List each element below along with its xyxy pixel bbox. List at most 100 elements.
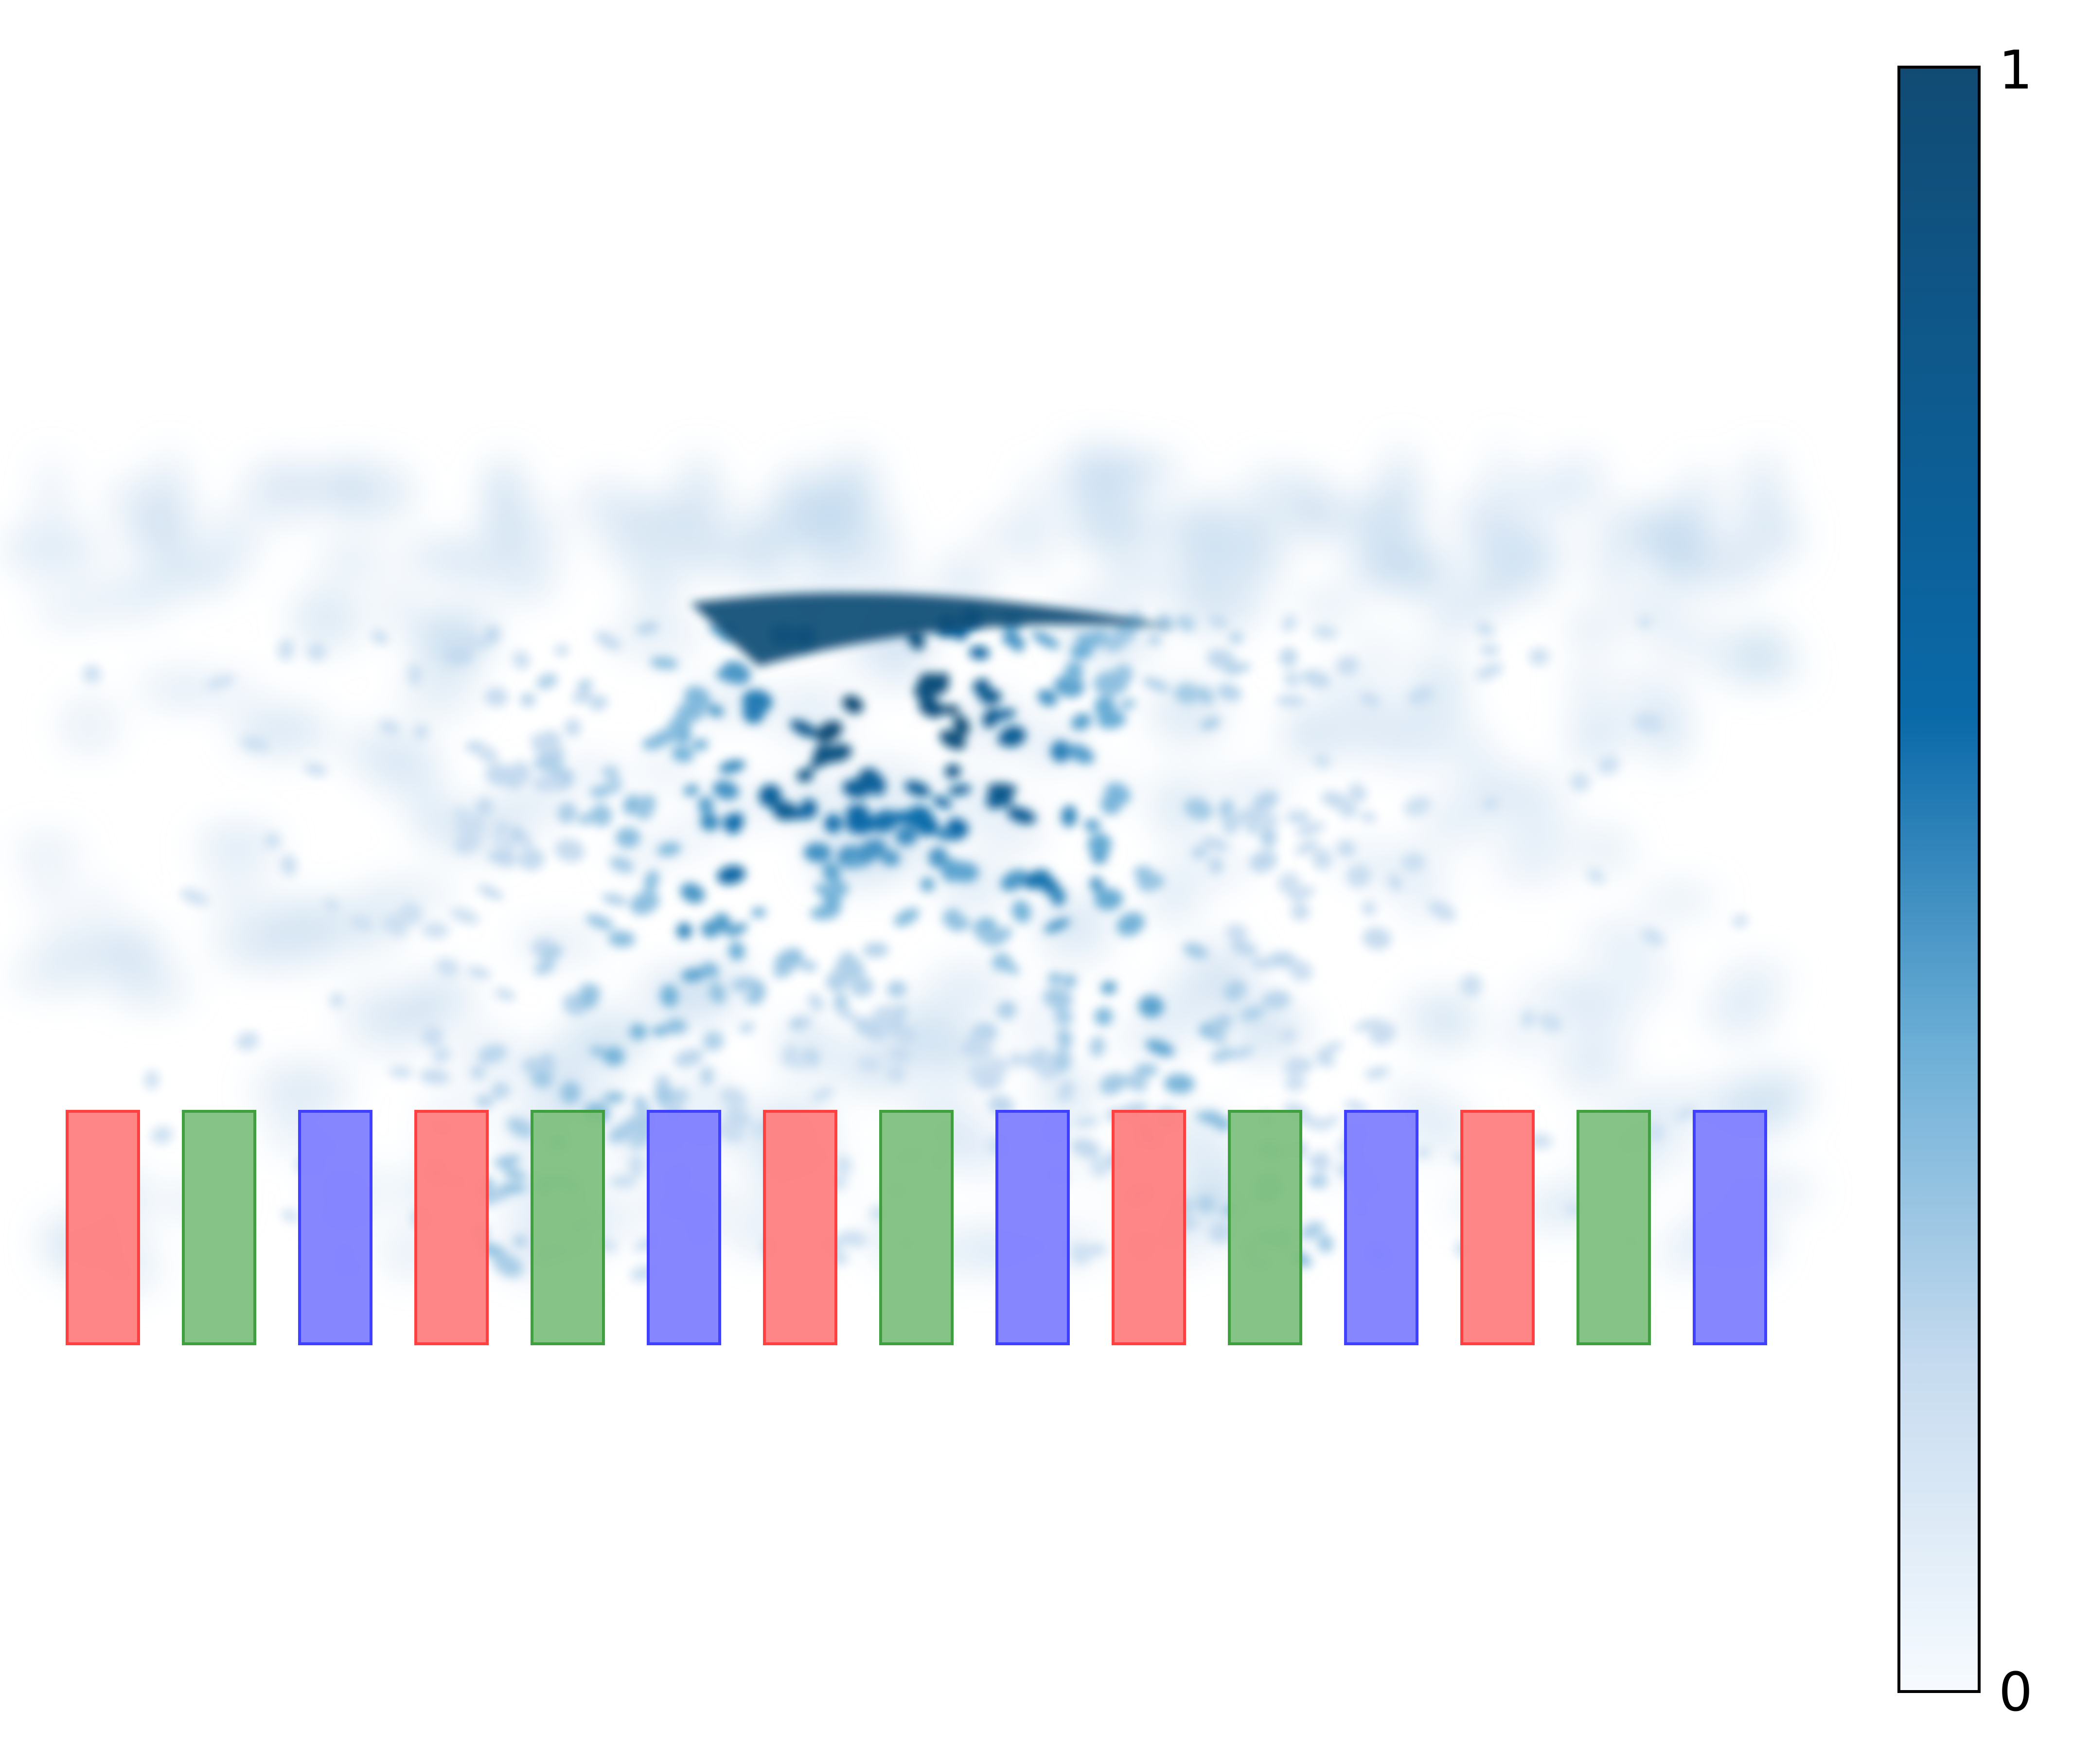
- field-speckle-spot: [629, 1154, 644, 1177]
- field-speckle-spot: [1119, 698, 1136, 710]
- field-speckle-spot: [1360, 811, 1377, 822]
- field-haze-blob: [243, 918, 338, 971]
- field-speckle-spot: [941, 858, 962, 882]
- field-haze-blob: [1427, 603, 1471, 636]
- field-haze-blob: [205, 875, 267, 907]
- field-speckle-spot: [872, 1006, 901, 1024]
- field-haze-blob: [638, 752, 691, 790]
- field-speckle-spot: [323, 899, 340, 912]
- field-speckle-spot: [628, 1133, 653, 1148]
- field-speckle-spot: [421, 1025, 444, 1047]
- field-speckle-spot: [461, 634, 487, 650]
- field-speckle-spot: [539, 945, 564, 961]
- field-speckle-spot: [1023, 869, 1051, 890]
- field-speckle-spot: [530, 735, 558, 752]
- field-speckle-spot: [657, 842, 682, 856]
- field-speckle-spot: [1174, 683, 1200, 704]
- field-speckle-spot: [495, 821, 510, 835]
- field-speckle-spot: [1286, 1056, 1312, 1073]
- field-haze-blob: [1556, 1038, 1628, 1093]
- field-haze-blob: [1021, 996, 1065, 1057]
- field-speckle-spot: [1025, 1048, 1051, 1069]
- field-speckle-spot: [700, 1066, 714, 1086]
- field-speckle-spot: [1200, 717, 1221, 730]
- field-speckle-spot: [493, 835, 516, 851]
- field-streak: [162, 503, 194, 577]
- field-streak: [1453, 489, 1499, 552]
- field-speckle-spot: [180, 889, 210, 906]
- field-speckle-spot: [650, 657, 679, 669]
- field-speckle-spot: [1638, 616, 1652, 628]
- field-speckle-spot: [759, 784, 782, 808]
- field-speckle-spot: [719, 1087, 747, 1109]
- field-haze-blob: [1580, 921, 1661, 962]
- field-speckle-spot: [602, 765, 619, 778]
- block-blue: [1344, 1110, 1418, 1345]
- field-speckle-spot: [1198, 686, 1214, 705]
- field-speckle-spot: [1732, 914, 1748, 928]
- field-speckle-spot: [1056, 1028, 1073, 1050]
- field-speckle-spot: [739, 1022, 755, 1033]
- field-speckle-spot: [1252, 791, 1279, 811]
- field-speckle-spot: [836, 1007, 857, 1021]
- field-speckle-spot: [1232, 1046, 1255, 1059]
- field-speckle-spot: [824, 814, 843, 834]
- field-haze-blob: [291, 588, 363, 649]
- field-speckle-spot: [914, 683, 936, 702]
- field-speckle-spot: [532, 775, 564, 792]
- field-speckle-spot: [1011, 900, 1031, 923]
- field-speckle-spot: [522, 1057, 545, 1074]
- field-speckle-spot: [869, 810, 900, 833]
- field-speckle: [82, 608, 1748, 1282]
- field-streak: [602, 505, 635, 570]
- field-speckle-spot: [491, 1086, 509, 1100]
- field-speckle-spot: [571, 690, 594, 704]
- field-haze-blob: [364, 881, 457, 909]
- field-speckle-spot: [531, 1070, 553, 1088]
- field-speckle-spot: [507, 1117, 534, 1138]
- field-haze-blob: [254, 1062, 350, 1120]
- field-speckle-spot: [1279, 647, 1298, 667]
- field-speckle-spot: [1123, 1073, 1148, 1092]
- field-haze-blob: [908, 1014, 965, 1068]
- field-speckle-spot: [590, 695, 608, 711]
- field-speckle-spot: [1528, 647, 1550, 666]
- field-speckle-spot: [744, 994, 761, 1005]
- field-speckle-spot: [941, 704, 960, 715]
- field-speckle-spot: [728, 942, 745, 961]
- field-streak: [852, 454, 883, 567]
- field-speckle-spot: [944, 764, 961, 779]
- field-speckle-spot: [655, 1086, 674, 1106]
- field-speckle-spot: [838, 1230, 868, 1247]
- field-speckle-spot: [82, 664, 102, 684]
- field-speckle-spot: [1208, 857, 1223, 874]
- field-speckle-spot: [577, 679, 593, 691]
- field-speckle-spot: [509, 762, 531, 784]
- field-speckle-spot: [1336, 656, 1359, 676]
- field-speckle-spot: [822, 744, 852, 763]
- field-speckle-spot: [236, 1032, 259, 1051]
- field-speckle-spot: [887, 1065, 904, 1083]
- field-speckle-spot: [1308, 1173, 1329, 1189]
- field-speckle-spot: [1479, 643, 1500, 657]
- field-speckle-spot: [880, 850, 900, 866]
- field-speckle-spot: [1283, 670, 1301, 689]
- field-speckle-spot: [1634, 713, 1663, 733]
- field-speckle-spot: [1183, 943, 1208, 959]
- field-streak: [791, 454, 817, 566]
- field-speckle-spot: [1224, 662, 1251, 675]
- field-speckle-spot: [475, 798, 494, 817]
- field-speckle-spot: [835, 1155, 851, 1176]
- field-speckle-spot: [1061, 805, 1077, 827]
- field-speckle-spot: [467, 966, 491, 979]
- field-speckle-spot: [1104, 632, 1128, 652]
- field-speckle-spot: [1288, 960, 1313, 981]
- field-speckle-spot: [579, 991, 598, 1009]
- field-speckle-spot: [1291, 903, 1310, 921]
- field-speckle-spot: [810, 905, 840, 920]
- field-haze-blob: [1723, 959, 1790, 1003]
- field-haze-blob: [1570, 708, 1636, 747]
- field-speckle-spot: [560, 1081, 581, 1104]
- field-speckle-spot: [726, 923, 748, 937]
